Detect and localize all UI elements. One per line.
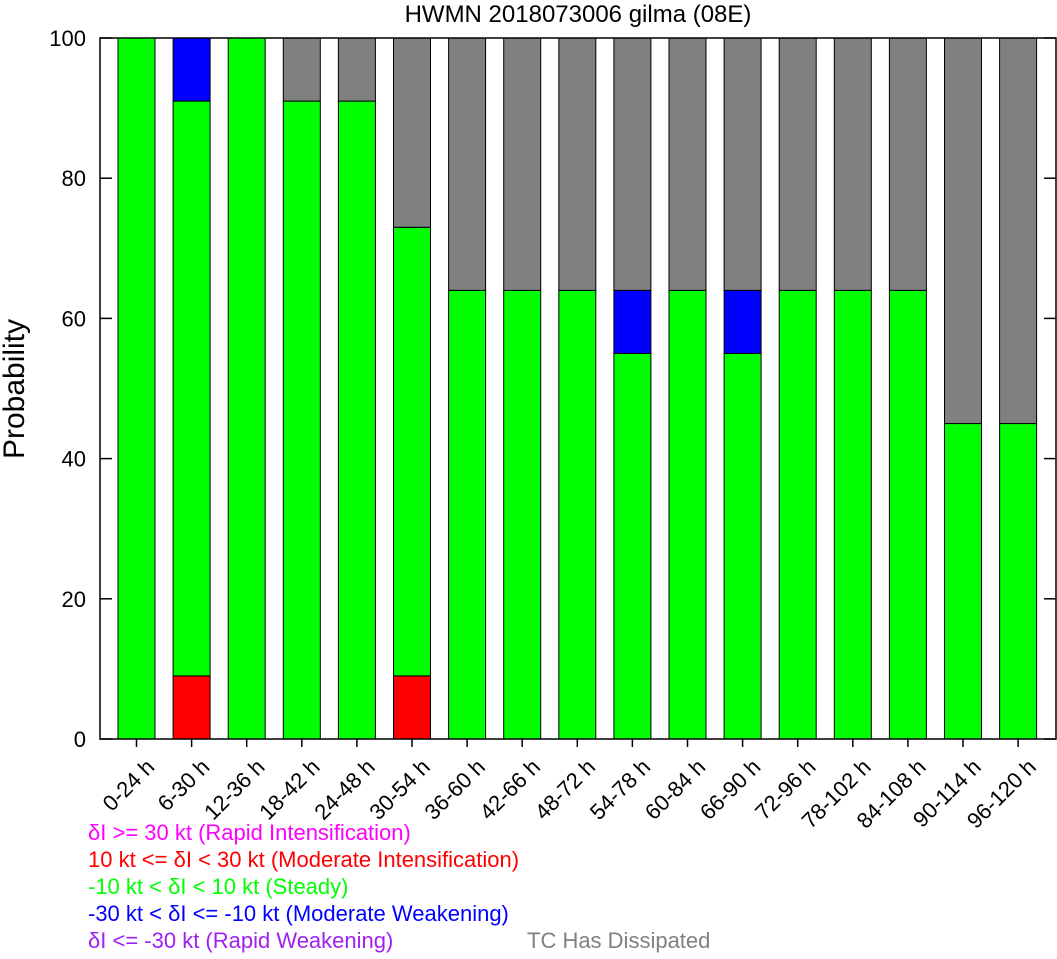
bar-segment-6-30h-s1 <box>172 675 211 740</box>
bar-segment-6-30h-s3 <box>172 37 211 102</box>
y-axis-label: Probability <box>0 319 31 459</box>
y-tick-label-20: 20 <box>62 587 86 612</box>
x-tick-label-12-36h: 12-36 h <box>199 754 269 824</box>
bars <box>117 37 1038 740</box>
x-tick-label-18-42h: 18-42 h <box>254 754 324 824</box>
legend-entry-1: 10 kt <= δI < 30 kt (Moderate Intensific… <box>88 847 520 872</box>
bar-segment-0-24h-s2 <box>117 37 156 740</box>
bar-segment-90-114h-s5 <box>944 37 982 425</box>
x-tick-label-42-66h: 42-66 h <box>475 754 545 824</box>
bar-segment-36-60h-s5 <box>448 37 487 291</box>
x-tick-label-66-90h: 66-90 h <box>695 754 765 824</box>
legend-entry-4: δI <= -30 kt (Rapid Weakening) <box>88 928 394 953</box>
bar-segment-48-72h-s5 <box>558 37 597 291</box>
legend-entry-0: δI >= 30 kt (Rapid Intensification) <box>88 820 411 845</box>
bar-segment-42-66h-s2 <box>503 289 542 740</box>
bar-segment-72-96h-s5 <box>778 37 817 291</box>
x-tick-label-60-84h: 60-84 h <box>640 754 710 824</box>
bar-segment-12-36h-s2 <box>227 37 266 740</box>
bar-segment-66-90h-s5 <box>723 37 762 291</box>
x-tick-label-54-78h: 54-78 h <box>585 754 655 824</box>
x-tick-label-0-24h: 0-24 h <box>98 754 160 816</box>
bar-segment-30-54h-s5 <box>393 37 431 228</box>
bar-segment-96-120h-s5 <box>999 37 1038 425</box>
x-tick-label-30-54h: 30-54 h <box>364 754 434 824</box>
bar-segment-72-96h-s2 <box>778 289 817 740</box>
bar-segment-24-48h-s5 <box>337 37 376 102</box>
bar-segment-78-102h-s2 <box>833 289 872 740</box>
bar-segment-18-42h-s5 <box>282 37 321 102</box>
x-tick-label-48-72h: 48-72 h <box>530 754 600 824</box>
bar-segment-60-84h-s2 <box>668 289 707 740</box>
y-tick-label-0: 0 <box>74 727 86 752</box>
y-tick-label-100: 100 <box>49 26 86 51</box>
y-tick-label-80: 80 <box>62 166 86 191</box>
x-tick-label-36-60h: 36-60 h <box>420 754 490 824</box>
bar-segment-66-90h-s2 <box>723 352 762 740</box>
legend-entry-3: -30 kt < δI <= -10 kt (Moderate Weakenin… <box>88 901 509 926</box>
y-tick-label-60: 60 <box>62 306 86 331</box>
bar-segment-30-54h-s1 <box>393 675 431 740</box>
y-tick-label-40: 40 <box>62 447 86 472</box>
x-tick-label-24-48h: 24-48 h <box>309 754 379 824</box>
bar-segment-84-108h-s5 <box>888 37 927 291</box>
bar-segment-84-108h-s2 <box>888 289 927 740</box>
bar-segment-24-48h-s2 <box>337 100 376 740</box>
legend-entry-2: -10 kt < δI < 10 kt (Steady) <box>88 874 349 899</box>
bar-segment-54-78h-s3 <box>613 289 652 354</box>
y-axis-ticks: 0 20 40 60 80 100 <box>49 26 1056 752</box>
bar-segment-42-66h-s5 <box>503 37 542 291</box>
legend-entry-5: TC Has Dissipated <box>527 928 711 953</box>
bar-segment-78-102h-s5 <box>833 37 872 291</box>
bar-segment-60-84h-s5 <box>668 37 707 291</box>
bar-segment-96-120h-s2 <box>999 423 1038 740</box>
chart-title: HWMN 2018073006 gilma (08E) <box>405 1 752 28</box>
bar-segment-48-72h-s2 <box>558 289 597 740</box>
bar-segment-54-78h-s2 <box>613 352 652 740</box>
bar-segment-18-42h-s2 <box>282 100 321 740</box>
bar-segment-90-114h-s2 <box>944 423 982 740</box>
bar-segment-6-30h-s2 <box>172 100 211 677</box>
bar-segment-54-78h-s5 <box>613 37 652 291</box>
bar-segment-30-54h-s2 <box>393 226 431 677</box>
bar-segment-66-90h-s3 <box>723 289 762 354</box>
bar-segment-36-60h-s2 <box>448 289 487 740</box>
